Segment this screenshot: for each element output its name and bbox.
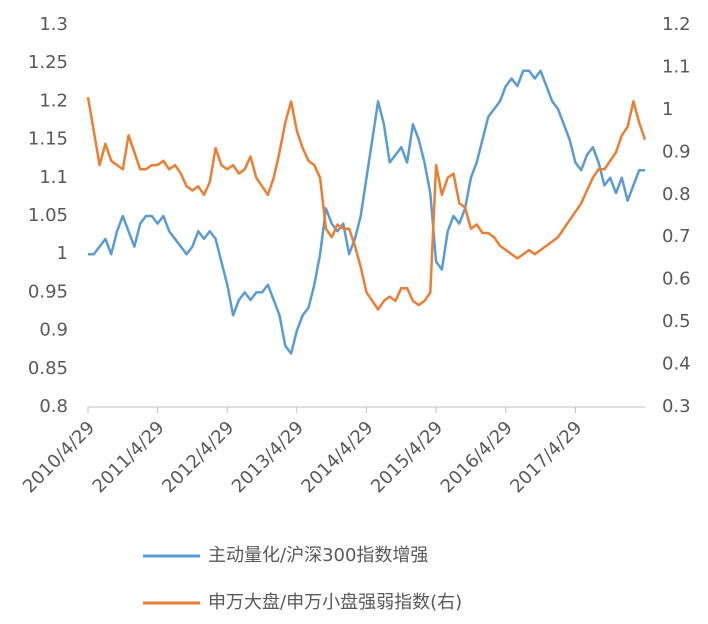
series-line [86,96,647,311]
x-tick-label: 2017/4/29 [506,417,586,497]
y-tick-label: 0.95 [28,281,68,302]
legend-label: 申万大盘/申万小盘强弱指数(右) [208,592,462,613]
y2-tick-label: 0.4 [662,354,691,375]
y2-tick-label: 0.3 [662,396,691,417]
y2-tick-label: 0.5 [662,311,691,332]
y2-tick-label: 1 [662,99,673,120]
y2-tick-label: 0.7 [662,226,691,247]
y-tick-label: 1 [57,243,68,264]
y-tick-label: 1.15 [28,129,68,150]
x-tick-label: 2015/4/29 [367,417,447,497]
y-tick-label: 0.8 [39,396,68,417]
x-tick-label: 2011/4/29 [89,417,169,497]
y-tick-label: 1.3 [39,14,68,35]
y2-tick-label: 1.1 [662,56,691,77]
y-tick-label: 0.9 [39,320,68,341]
x-tick-label: 2013/4/29 [228,417,308,497]
y-tick-label: 1.25 [28,52,68,73]
y-tick-label: 1.05 [28,205,68,226]
y-tick-label: 1.2 [39,90,68,111]
legend-label: 主动量化/沪深300指数增强 [208,545,428,566]
x-tick-label: 2016/4/29 [437,417,517,497]
x-tick-label: 2012/4/29 [158,417,238,497]
y2-tick-label: 0.9 [662,141,691,162]
y-tick-label: 1.1 [39,167,68,188]
x-tick-label: 2010/4/29 [19,417,99,497]
y2-tick-label: 1.2 [662,14,691,35]
x-tick-label: 2014/4/29 [297,417,377,497]
y2-tick-label: 0.8 [662,184,691,205]
y-tick-label: 0.85 [28,358,68,379]
y2-tick-label: 0.6 [662,269,691,290]
series-line [88,69,645,355]
